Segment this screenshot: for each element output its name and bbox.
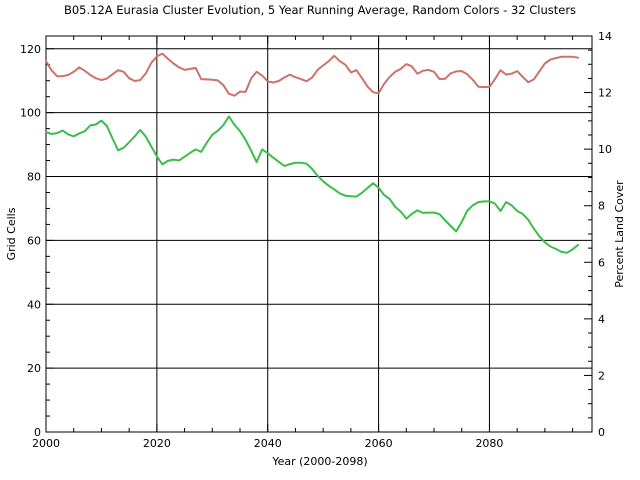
y-right-tick-label: 2 xyxy=(598,369,605,382)
y-left-tick-label: 120 xyxy=(20,43,41,56)
y-left-tick-label: 100 xyxy=(20,107,41,120)
y-right-tick-label: 10 xyxy=(598,143,612,156)
y-left-tick-label: 0 xyxy=(34,426,41,439)
y-axis-label-right: Percent Land Cover xyxy=(613,180,626,288)
y-left-tick-label: 80 xyxy=(27,171,41,184)
tick-labels: 2000 2020 2040 2060 208002040608010012002468… xyxy=(20,30,612,450)
y-right-tick-label: 14 xyxy=(598,30,612,43)
y-left-tick-label: 60 xyxy=(27,234,41,247)
cluster-series-red xyxy=(45,52,580,97)
y-left-tick-label: 20 xyxy=(27,362,41,375)
x-tick-label: 2040 xyxy=(254,437,282,450)
x-tick-label: 2020 xyxy=(143,437,171,450)
y-right-tick-label: 12 xyxy=(598,87,612,100)
plot-box xyxy=(45,35,593,433)
cluster-series-green xyxy=(45,115,580,254)
y-left-tick-label: 40 xyxy=(27,298,41,311)
y-right-tick-label: 0 xyxy=(598,426,605,439)
axis-ticks xyxy=(45,35,592,433)
x-axis-label: Year (2000-2098) xyxy=(272,455,368,468)
data-series xyxy=(45,52,580,254)
gridlines xyxy=(46,36,592,432)
x-tick-label: 2000 xyxy=(32,437,60,450)
y-right-tick-label: 6 xyxy=(598,256,605,269)
y-right-tick-label: 8 xyxy=(598,200,605,213)
y-axis-label-left: Grid Cells xyxy=(5,207,18,261)
plot-border xyxy=(45,35,593,433)
chart-title: B05.12A Eurasia Cluster Evolution, 5 Yea… xyxy=(63,3,577,17)
x-tick-label: 2080 xyxy=(475,437,503,450)
x-tick-label: 2060 xyxy=(365,437,393,450)
y-right-tick-label: 4 xyxy=(598,313,605,326)
